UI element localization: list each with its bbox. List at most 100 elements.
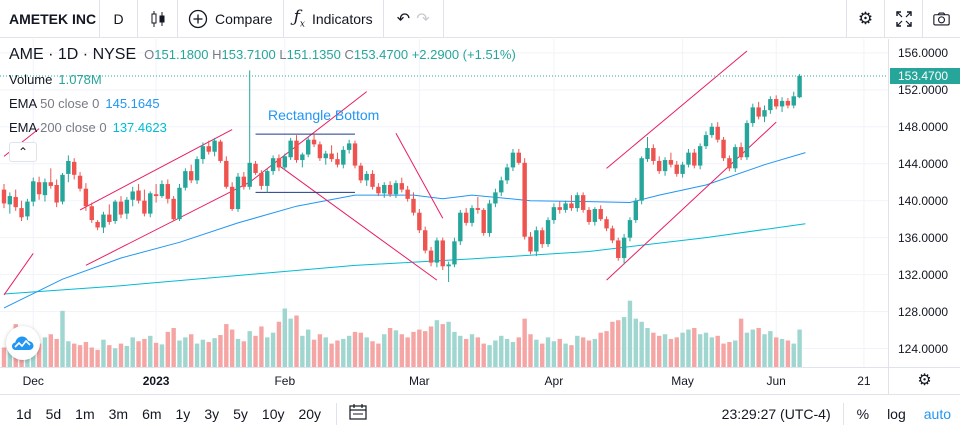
volume-bar: [616, 320, 621, 367]
volume-bar: [680, 332, 685, 367]
volume-bar: [77, 345, 83, 367]
candle-body: [493, 192, 498, 204]
time-axis[interactable]: Dec 2023 Feb Mar Apr May Jun 21 ⚙: [0, 367, 960, 394]
price-chart[interactable]: [0, 39, 888, 367]
range-button-6m[interactable]: 6m: [142, 406, 162, 422]
plus-circle-icon: [188, 9, 208, 28]
volume-bar: [551, 341, 557, 367]
volume-bar: [224, 324, 229, 367]
range-button-10y[interactable]: 10y: [261, 406, 285, 422]
price-scale[interactable]: 156.0000 152.0000 148.0000 144.0000 140.0000…: [888, 39, 960, 367]
interval-label: D: [113, 10, 124, 27]
rectangle-label[interactable]: Rectangle Bottom: [268, 107, 380, 123]
candle-body: [107, 214, 112, 222]
chart-type-button[interactable]: [138, 0, 178, 38]
candle-body: [627, 220, 633, 238]
volume-bar: [206, 342, 211, 367]
candle-body: [686, 152, 691, 165]
calendar-icon[interactable]: [349, 404, 367, 424]
candle-body: [54, 184, 59, 203]
candle-body: [194, 159, 200, 181]
volume-bar: [522, 318, 527, 367]
time-tick-label: Apr: [544, 374, 564, 388]
fullscreen-button[interactable]: [884, 0, 922, 38]
candle-body: [586, 209, 592, 222]
range-button-5d[interactable]: 5d: [45, 406, 62, 422]
range-button-3m[interactable]: 3m: [108, 406, 129, 422]
range-button-3y[interactable]: 3y: [204, 406, 220, 422]
divider: [842, 403, 844, 425]
candle-body: [405, 189, 410, 199]
candle-body: [779, 100, 785, 107]
candle-body: [545, 220, 551, 245]
candle-body: [551, 207, 557, 221]
volume-bar: [124, 345, 130, 367]
candle-body: [124, 199, 130, 214]
candle-body: [440, 240, 445, 267]
candle-body: [540, 230, 545, 245]
range-button-5y[interactable]: 5y: [233, 406, 248, 422]
indicators-button[interactable]: ƒx Indicators: [284, 0, 384, 38]
volume-bar: [750, 329, 755, 367]
candle-body: [428, 250, 434, 263]
volume-bar: [662, 334, 668, 367]
candle-body: [72, 161, 77, 175]
volume-bar: [446, 321, 451, 367]
time-tick-label: Mar: [409, 374, 430, 388]
volume-bar: [744, 332, 750, 367]
volume-bar: [697, 334, 703, 367]
candle-body: [13, 196, 18, 208]
snapshot-button[interactable]: [922, 0, 960, 38]
volume-bar: [703, 332, 709, 367]
candle-body: [481, 209, 486, 234]
legend-ema200[interactable]: EMA 200 close 0 137.4623: [9, 120, 167, 135]
legend-collapse-button[interactable]: ⌃: [9, 142, 37, 162]
price-tick-label: 152.0000: [898, 82, 949, 97]
range-button-1m[interactable]: 1m: [75, 406, 95, 422]
candle-body: [768, 99, 773, 111]
volume-bar: [528, 334, 533, 367]
volume-bar: [592, 338, 598, 367]
price-tick-label: 124.0000: [898, 341, 949, 356]
volume-bar: [265, 337, 270, 367]
axis-settings-button[interactable]: ⚙: [888, 368, 960, 394]
time-tick-label: May: [671, 374, 694, 388]
volume-bar: [709, 337, 715, 367]
legend-ema50[interactable]: EMA 50 close 0 145.1645: [9, 96, 160, 111]
auto-scale-button[interactable]: auto: [923, 406, 951, 422]
candle-body: [399, 183, 404, 190]
candle-body: [329, 153, 334, 160]
log-scale-button[interactable]: log: [887, 406, 906, 422]
candle-body: [136, 190, 141, 201]
volume-bar: [540, 343, 545, 367]
range-button-1y[interactable]: 1y: [175, 406, 191, 422]
candle-body: [657, 160, 662, 172]
legend-volume[interactable]: Volume 1.078M: [9, 72, 102, 87]
volume-bar: [387, 328, 393, 367]
candle-body: [288, 140, 293, 158]
symbol-search-button[interactable]: AMETEK INC: [0, 0, 100, 38]
volume-bar: [621, 317, 627, 367]
candle-body: [762, 110, 767, 117]
volume-bar: [785, 340, 791, 367]
volume-bar: [721, 343, 726, 367]
compare-button[interactable]: Compare: [178, 0, 284, 38]
candle-body: [306, 139, 311, 155]
volume-bar: [229, 329, 235, 367]
candle-body: [475, 208, 481, 210]
volume-bar: [774, 337, 779, 367]
volume-bar: [112, 348, 118, 367]
range-button-20y[interactable]: 20y: [298, 406, 322, 422]
undo-icon[interactable]: ↶: [396, 10, 411, 28]
volume-bar: [101, 339, 106, 367]
settings-button[interactable]: ⚙: [846, 0, 884, 38]
interval-button[interactable]: D: [100, 0, 138, 38]
volume-bar: [282, 308, 287, 367]
clock[interactable]: 23:29:27 (UTC-4): [721, 406, 831, 422]
ema-lines: [3, 152, 806, 309]
redo-icon[interactable]: ↷: [416, 10, 430, 28]
tradingview-logo[interactable]: [6, 326, 40, 360]
candles: [1, 70, 802, 282]
range-button-1d[interactable]: 1d: [16, 406, 32, 422]
percent-scale-button[interactable]: %: [856, 406, 870, 422]
